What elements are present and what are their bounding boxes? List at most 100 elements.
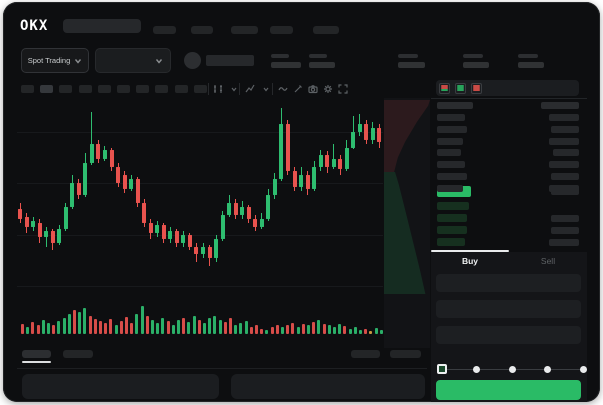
candle-body — [129, 179, 134, 190]
timeframe-button[interactable] — [59, 85, 73, 93]
active-tab-underline — [22, 361, 51, 363]
bottom-panel[interactable] — [231, 374, 425, 399]
ask-amount-placeholder[interactable] — [549, 114, 579, 121]
timeframe-button[interactable] — [40, 85, 54, 93]
nav-item[interactable] — [270, 26, 293, 34]
depth-chart-strip — [384, 98, 430, 348]
ask-amount-placeholder[interactable] — [551, 125, 579, 133]
pair-selector-dropdown[interactable] — [95, 48, 171, 73]
ask-price-placeholder[interactable] — [437, 125, 467, 133]
candle-body — [37, 222, 42, 237]
camera-icon[interactable] — [307, 83, 319, 95]
bottom-panel[interactable] — [22, 374, 219, 399]
nav-item[interactable] — [231, 26, 258, 34]
candle-body — [305, 175, 310, 190]
volume-bar — [67, 314, 71, 334]
volume-bar — [317, 320, 321, 334]
volume-bar — [52, 325, 56, 334]
buy-submit-button[interactable] — [436, 380, 581, 400]
orderbook-view-toggle-asks-only[interactable] — [471, 82, 482, 94]
candle-body — [44, 230, 49, 237]
ask-price-placeholder[interactable] — [437, 114, 465, 121]
candlestick-chart[interactable] — [17, 100, 383, 298]
slider-stop[interactable] — [473, 366, 480, 373]
search-input[interactable] — [63, 19, 141, 33]
ask-amount-placeholder[interactable] — [553, 149, 579, 157]
market-selector-button[interactable]: Spot Trading — [21, 48, 89, 73]
ask-amount-placeholder[interactable] — [549, 161, 579, 169]
candle-body — [318, 155, 323, 168]
bid-amount-placeholder[interactable] — [549, 239, 579, 246]
bid-price-placeholder[interactable] — [437, 226, 467, 234]
timeframe-button[interactable] — [155, 85, 169, 93]
chevron-down-icon[interactable] — [228, 83, 240, 95]
chart-style-icon[interactable] — [212, 83, 224, 95]
ask-price-placeholder[interactable] — [437, 161, 465, 169]
draw-icon[interactable] — [292, 83, 304, 95]
chevron-down-icon[interactable] — [260, 83, 272, 95]
nav-item[interactable] — [313, 26, 339, 34]
timeframe-button[interactable] — [193, 85, 207, 93]
timeframe-button[interactable] — [97, 85, 111, 93]
ask-price-placeholder[interactable] — [437, 137, 463, 145]
candle-body — [24, 216, 29, 227]
bottom-tab-active[interactable] — [22, 350, 51, 358]
timeframe-button[interactable] — [21, 85, 34, 93]
candle-body — [63, 206, 68, 229]
slider-handle[interactable] — [437, 364, 447, 374]
fullscreen-icon[interactable] — [337, 83, 349, 95]
order-form-field[interactable] — [436, 300, 581, 318]
volume-bar — [47, 323, 50, 334]
ask-amount-placeholder[interactable] — [549, 184, 579, 192]
slider-stop[interactable] — [508, 366, 516, 373]
timeframe-button[interactable] — [78, 85, 92, 93]
order-form-field[interactable] — [436, 274, 581, 292]
candle-body — [272, 179, 277, 196]
ask-amount-placeholder[interactable] — [551, 173, 579, 180]
bottom-tab[interactable] — [63, 350, 93, 358]
volume-bar — [140, 306, 144, 334]
bid-amount-placeholder[interactable] — [551, 215, 579, 222]
chevron-down-icon — [75, 58, 82, 64]
ask-price-placeholder[interactable] — [437, 173, 467, 180]
volume-bar — [322, 324, 326, 334]
ask-amount-placeholder[interactable] — [549, 137, 579, 145]
volume-bar — [213, 316, 217, 334]
ask-price-placeholder[interactable] — [437, 184, 463, 192]
candle-body — [338, 159, 343, 170]
stat-group — [309, 54, 343, 69]
indicators-icon[interactable] — [244, 83, 256, 95]
bid-price-placeholder[interactable] — [437, 238, 465, 246]
bid-price-placeholder[interactable] — [437, 214, 467, 222]
slider-stop[interactable] — [544, 366, 551, 373]
volume-bar — [223, 322, 227, 334]
candle-body — [201, 246, 205, 255]
volume-bar — [265, 330, 269, 334]
orderbook-view-toggle-bids-only[interactable] — [455, 82, 466, 94]
slider-stop[interactable] — [579, 366, 587, 373]
ask-price-placeholder[interactable] — [437, 149, 461, 157]
volume-bar — [291, 323, 295, 334]
timeframe-button[interactable] — [174, 85, 188, 93]
sell-tab[interactable]: Sell — [540, 256, 556, 266]
orderbook-view-toggle-both-sides[interactable] — [439, 82, 450, 94]
nav-item[interactable] — [153, 26, 176, 34]
candle-body — [31, 220, 36, 227]
timeframe-button[interactable] — [136, 85, 150, 93]
stat-value-placeholder — [309, 62, 335, 68]
volume-bar — [286, 325, 290, 334]
okx-logo[interactable]: OKX — [20, 18, 49, 34]
timeframe-button[interactable] — [117, 85, 130, 93]
nav-item[interactable] — [191, 26, 213, 34]
orderbook-amount-header — [541, 102, 579, 109]
bottom-toolbar-button[interactable] — [351, 350, 380, 358]
bottom-toolbar-button[interactable] — [390, 350, 421, 358]
order-form-field[interactable] — [436, 326, 581, 344]
line-tool-icon[interactable] — [277, 83, 289, 95]
candle-body — [279, 123, 284, 180]
bid-price-placeholder[interactable] — [437, 202, 469, 210]
settings-gear-icon[interactable] — [322, 83, 334, 95]
volume-bar — [203, 323, 206, 334]
bid-amount-placeholder[interactable] — [551, 227, 579, 234]
buy-tab[interactable]: Buy — [461, 256, 479, 266]
